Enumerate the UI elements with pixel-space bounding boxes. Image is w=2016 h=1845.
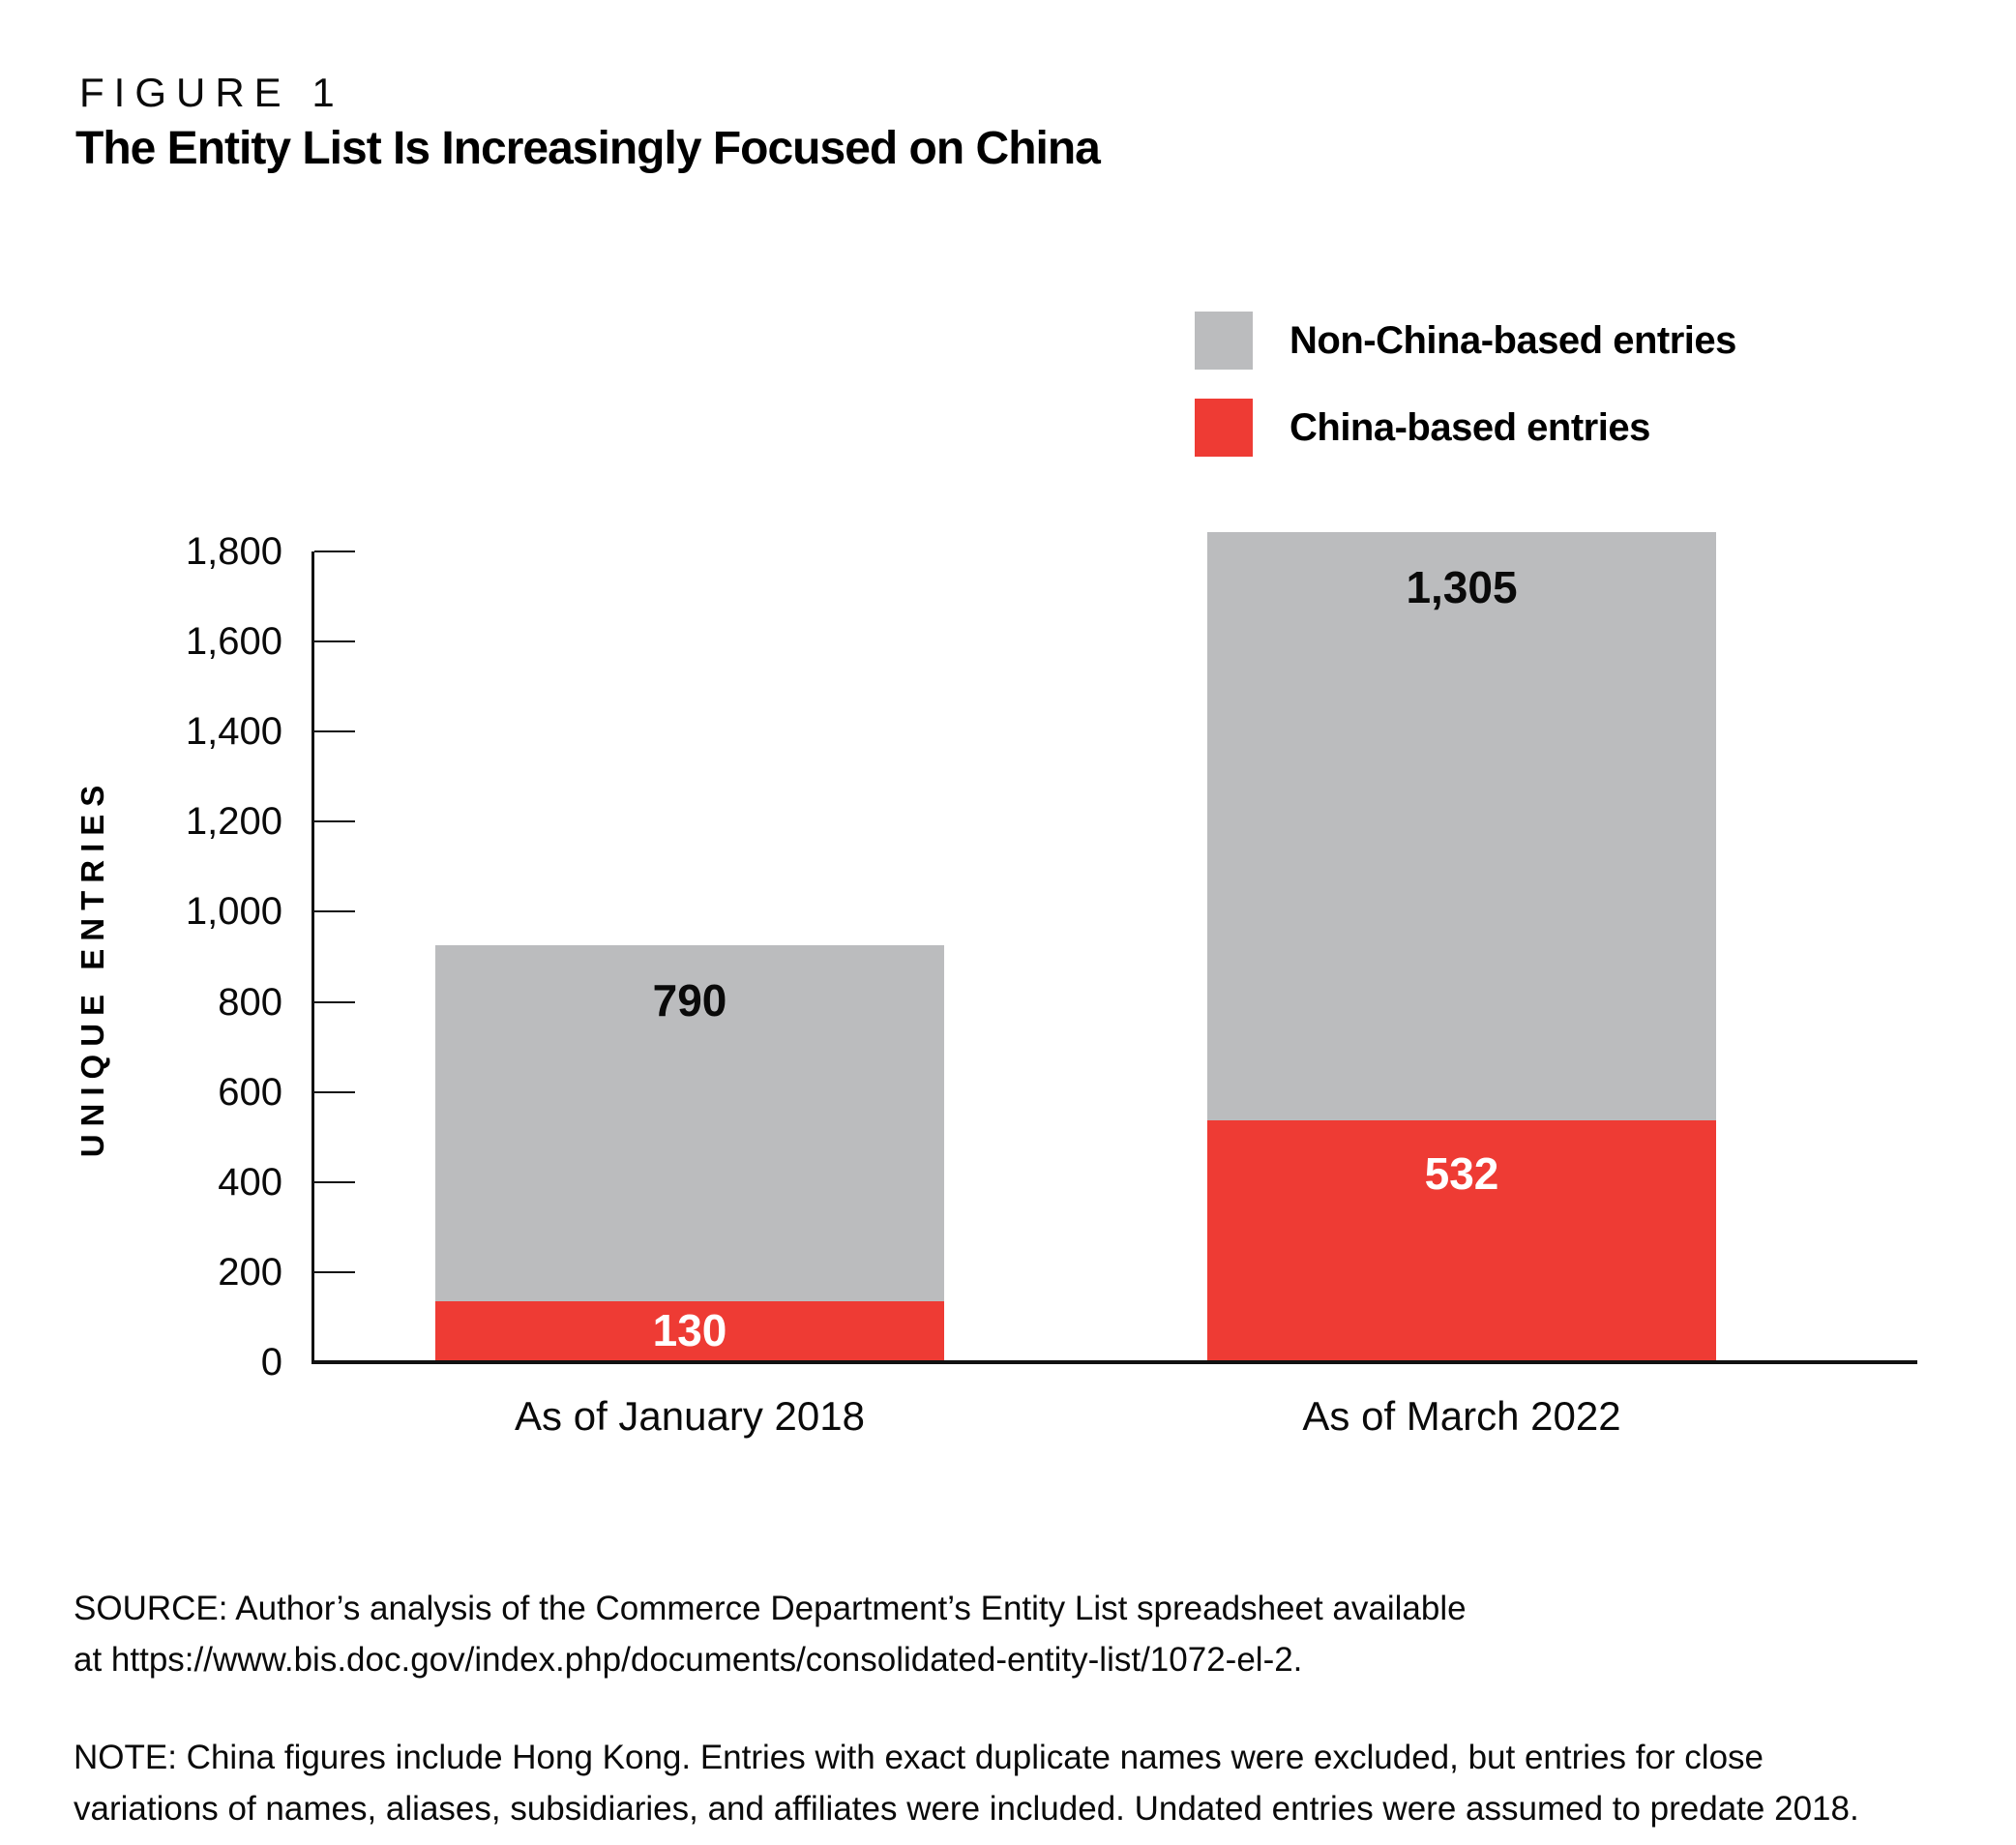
y-tick-label: 1,000 xyxy=(185,890,282,934)
china-legend-swatch-icon xyxy=(1195,399,1253,457)
value-label: 130 xyxy=(652,1305,727,1355)
y-axis-title: UNIQUE ENTRIES xyxy=(74,777,110,1158)
value-label: 790 xyxy=(652,975,727,1026)
y-tick-label: 1,400 xyxy=(185,710,282,754)
legend-item-china: China-based entries xyxy=(1195,399,1736,457)
figure-title: The Entity List Is Increasingly Focused … xyxy=(75,123,1101,174)
non-china-legend-swatch-icon xyxy=(1195,312,1253,370)
y-tick xyxy=(314,730,355,733)
x-axis-label: As of January 2018 xyxy=(515,1393,865,1439)
y-tick xyxy=(314,640,355,643)
y-tick-label: 400 xyxy=(218,1160,282,1204)
y-tick xyxy=(314,910,355,913)
y-tick xyxy=(314,1180,355,1183)
value-label: 532 xyxy=(1424,1148,1499,1199)
note-text: NOTE: China figures include Hong Kong. E… xyxy=(74,1739,1859,1828)
bar-segment-china: 532 xyxy=(1207,1120,1716,1360)
x-axis-line xyxy=(311,1360,1917,1364)
y-tick xyxy=(314,1000,355,1003)
source-text: SOURCE: Author’s analysis of the Commerc… xyxy=(74,1590,1467,1679)
bar-segment-non-china: 790 xyxy=(435,945,944,1301)
x-axis-label: As of March 2022 xyxy=(1302,1393,1621,1439)
y-tick-label: 600 xyxy=(218,1070,282,1114)
y-tick-label: 1,200 xyxy=(185,800,282,844)
y-tick xyxy=(314,551,355,552)
plot-area: 0 200 400 600 800 1,000 1,200 1,400 1,600 1,800 13… xyxy=(186,530,1917,1439)
figure-label: FIGURE 1 xyxy=(79,70,344,115)
y-tick-label: 0 xyxy=(260,1341,282,1384)
y-tick-label: 1,600 xyxy=(185,620,282,664)
value-label: 1,305 xyxy=(1406,562,1518,612)
y-tick-label: 1,800 xyxy=(185,530,282,573)
y-tick-label: 800 xyxy=(218,980,282,1024)
y-axis-line xyxy=(311,551,314,1364)
y-tick xyxy=(314,1270,355,1273)
y-tick xyxy=(314,820,355,823)
y-tick xyxy=(314,1090,355,1093)
bar-segment-non-china: 1,305 xyxy=(1207,532,1716,1120)
legend: Non-China-based entries China-based entr… xyxy=(1195,312,1736,486)
legend-label-china: China-based entries xyxy=(1290,405,1650,449)
bar-segment-china: 130 xyxy=(435,1301,944,1360)
legend-label-non-china: Non-China-based entries xyxy=(1290,318,1736,362)
legend-item-non-china: Non-China-based entries xyxy=(1195,312,1736,370)
y-tick-label: 200 xyxy=(218,1250,282,1294)
